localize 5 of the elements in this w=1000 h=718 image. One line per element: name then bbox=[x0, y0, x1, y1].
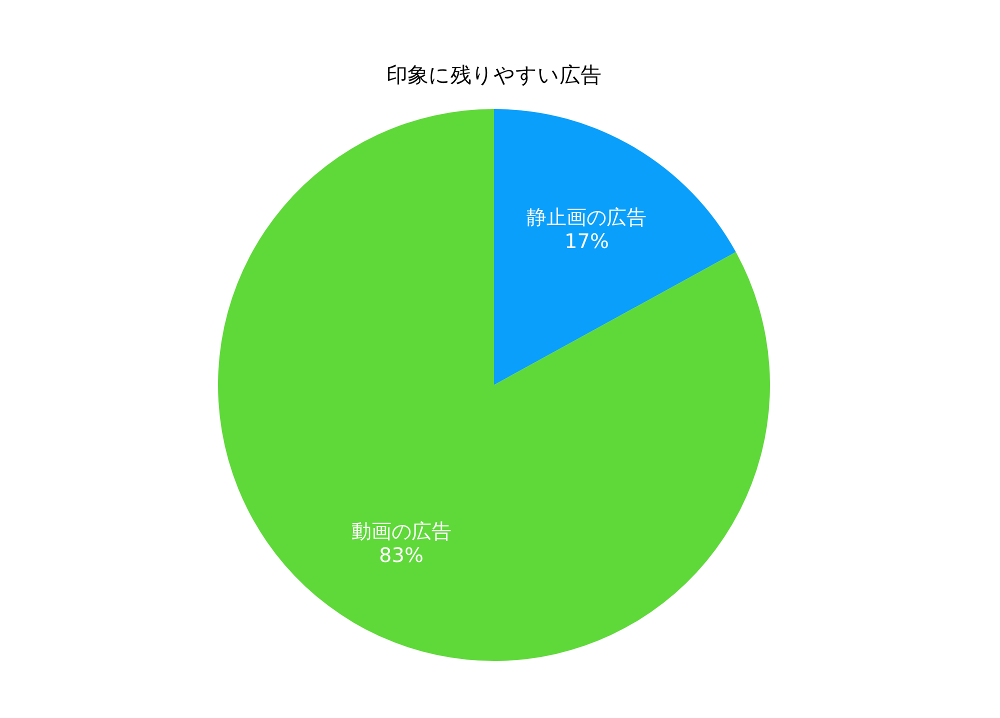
slice-label: 動画の広告 bbox=[351, 518, 452, 543]
slice-label: 静止画の広告 bbox=[526, 205, 647, 230]
data-label: 17% bbox=[564, 229, 609, 254]
data-label: 83% bbox=[379, 542, 424, 567]
chart-title: 印象に残りやすい広告 bbox=[386, 63, 602, 87]
